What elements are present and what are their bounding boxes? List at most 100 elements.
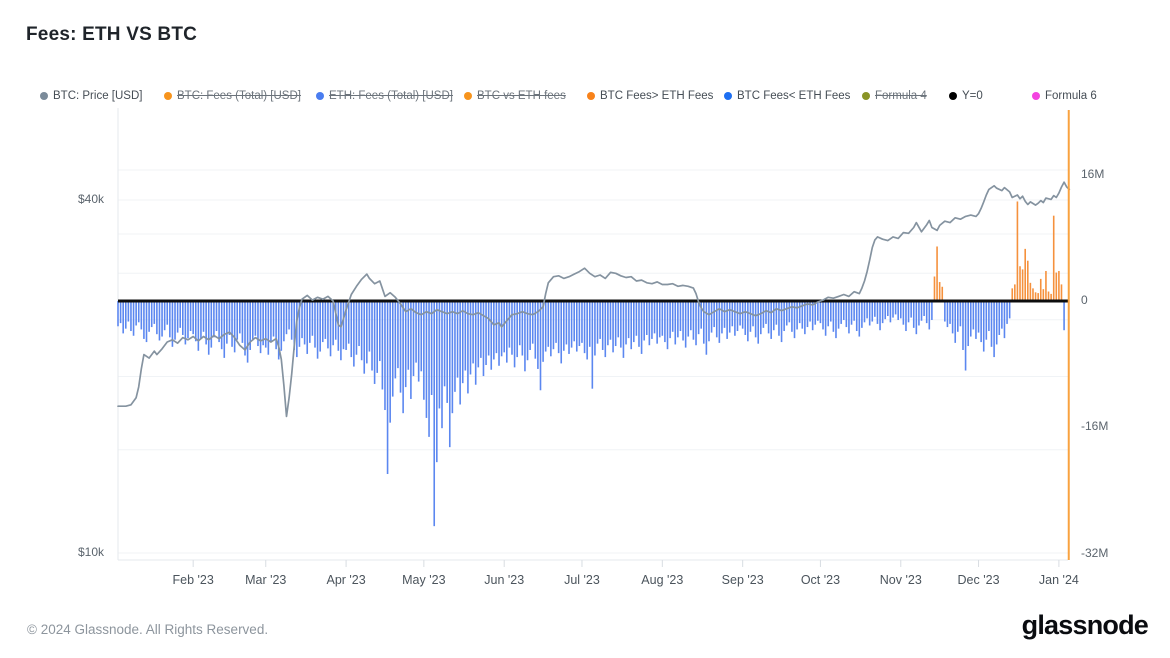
bar-btc-fees-less[interactable] [684, 301, 687, 348]
bar-btc-fees-less[interactable] [363, 301, 366, 374]
bar-btc-fees-less[interactable] [358, 301, 360, 347]
bar-btc-fees-greater[interactable] [1037, 293, 1039, 301]
bar-btc-fees-less[interactable] [259, 301, 262, 354]
bar-btc-fees-less[interactable] [798, 301, 801, 324]
bar-btc-fees-less[interactable] [311, 301, 314, 336]
bar-btc-fees-greater[interactable] [1045, 270, 1047, 301]
bar-btc-fees-less[interactable] [402, 301, 404, 414]
bar-btc-fees-less[interactable] [428, 301, 430, 437]
bar-btc-fees-greater[interactable] [1034, 292, 1037, 301]
bar-btc-fees-less[interactable] [949, 301, 951, 324]
legend-item-0[interactable]: BTC: Price [USD] [40, 90, 142, 102]
bar-btc-fees-less[interactable] [840, 301, 842, 324]
bar-btc-fees-less[interactable] [855, 301, 858, 332]
bar-btc-fees-less[interactable] [604, 301, 607, 358]
bar-btc-fees-less[interactable] [902, 301, 905, 325]
bar-btc-fees-less[interactable] [726, 301, 728, 339]
bar-btc-fees-less[interactable] [972, 301, 975, 330]
bar-btc-fees-less[interactable] [531, 301, 534, 344]
bar-btc-fees-less[interactable] [612, 301, 614, 353]
bar-btc-fees-less[interactable] [1006, 301, 1008, 324]
bar-btc-fees-less[interactable] [425, 301, 428, 418]
bar-btc-fees-less[interactable] [301, 301, 303, 339]
bar-btc-fees-less[interactable] [990, 301, 993, 347]
bar-btc-fees-less[interactable] [521, 301, 524, 356]
bar-btc-fees-less[interactable] [231, 301, 233, 347]
bar-btc-fees-less[interactable] [420, 301, 423, 372]
bar-btc-fees-less[interactable] [270, 301, 272, 343]
bar-btc-fees-less[interactable] [285, 301, 288, 335]
bar-btc-fees-less[interactable] [251, 301, 254, 341]
bar-btc-fees-less[interactable] [262, 301, 264, 346]
bar-btc-fees-less[interactable] [775, 301, 778, 325]
bar-btc-fees-less[interactable] [682, 301, 684, 341]
bar-btc-fees-less[interactable] [879, 301, 881, 331]
bar-btc-fees-less[interactable] [127, 301, 130, 322]
bar-btc-fees-less[interactable] [213, 301, 215, 338]
bar-btc-fees-less[interactable] [454, 301, 456, 392]
bar-btc-fees-less[interactable] [713, 301, 715, 328]
bar-btc-fees-less[interactable] [207, 301, 210, 355]
bar-btc-fees-less[interactable] [371, 301, 373, 371]
legend-item-6[interactable]: Formula 4 [862, 90, 927, 102]
bar-btc-fees-less[interactable] [277, 301, 280, 360]
bar-btc-fees-less[interactable] [550, 301, 552, 357]
bar-btc-fees-less[interactable] [687, 301, 690, 337]
bar-btc-fees-less[interactable] [1063, 301, 1065, 331]
bar-btc-fees-less[interactable] [239, 301, 241, 334]
bar-btc-fees-less[interactable] [962, 301, 964, 350]
bar-btc-fees-less[interactable] [319, 301, 321, 352]
bar-btc-fees-less[interactable] [832, 301, 835, 332]
bar-btc-fees-less[interactable] [881, 301, 884, 324]
bar-btc-fees-less[interactable] [747, 301, 749, 342]
legend-item-5[interactable]: BTC Fees< ETH Fees [724, 90, 850, 102]
bar-btc-fees-less[interactable] [272, 301, 275, 337]
bar-btc-fees-less[interactable] [493, 301, 495, 360]
bar-btc-fees-less[interactable] [267, 301, 270, 355]
bar-btc-fees-greater[interactable] [1026, 260, 1029, 301]
bar-btc-fees-less[interactable] [695, 301, 697, 346]
bar-btc-fees-less[interactable] [495, 301, 498, 354]
bar-btc-fees-less[interactable] [389, 301, 391, 423]
bar-btc-fees-less[interactable] [969, 301, 972, 337]
bar-btc-fees-less[interactable] [796, 301, 798, 330]
bar-btc-fees-less[interactable] [845, 301, 848, 328]
bar-btc-fees-less[interactable] [811, 301, 814, 331]
bar-btc-fees-greater[interactable] [1052, 215, 1055, 301]
bar-btc-fees-less[interactable] [119, 301, 122, 324]
bar-btc-fees-less[interactable] [690, 301, 692, 331]
bar-btc-fees-less[interactable] [197, 301, 200, 351]
bar-btc-fees-less[interactable] [407, 301, 410, 370]
bar-btc-fees-less[interactable] [920, 301, 923, 321]
bar-btc-fees-less[interactable] [539, 301, 542, 391]
bar-btc-fees-less[interactable] [835, 301, 837, 339]
bar-btc-fees-less[interactable] [182, 301, 184, 335]
bar-btc-fees-less[interactable] [772, 301, 775, 331]
bar-btc-fees-less[interactable] [884, 301, 887, 320]
bar-btc-fees-less[interactable] [620, 301, 622, 348]
bar-btc-fees-less[interactable] [438, 301, 441, 409]
bar-btc-fees-less[interactable] [648, 301, 651, 346]
bar-btc-fees-less[interactable] [674, 301, 677, 345]
bar-btc-fees-less[interactable] [741, 301, 744, 329]
bar-btc-fees-greater[interactable] [1055, 272, 1058, 301]
bar-btc-fees-less[interactable] [679, 301, 682, 332]
btc-price-line[interactable] [117, 181, 1071, 418]
bar-btc-fees-less[interactable] [581, 301, 583, 343]
bar-btc-fees-less[interactable] [417, 301, 420, 382]
bar-btc-fees-less[interactable] [848, 301, 850, 334]
bar-btc-fees-less[interactable] [563, 301, 565, 351]
bar-btc-fees-less[interactable] [145, 301, 148, 343]
legend-item-3[interactable]: BTC vs ETH fees [464, 90, 566, 102]
bar-btc-fees-less[interactable] [669, 301, 671, 339]
bar-btc-fees-less[interactable] [928, 301, 931, 330]
bar-btc-fees-less[interactable] [868, 301, 871, 326]
bar-btc-fees-less[interactable] [708, 301, 710, 342]
bar-btc-fees-less[interactable] [176, 301, 179, 333]
bar-btc-fees-less[interactable] [529, 301, 531, 350]
bar-btc-fees-less[interactable] [373, 301, 376, 384]
bar-btc-fees-less[interactable] [156, 301, 158, 335]
bar-btc-fees-less[interactable] [283, 301, 285, 342]
bar-btc-fees-less[interactable] [982, 301, 985, 352]
bar-btc-fees-less[interactable] [236, 301, 239, 340]
